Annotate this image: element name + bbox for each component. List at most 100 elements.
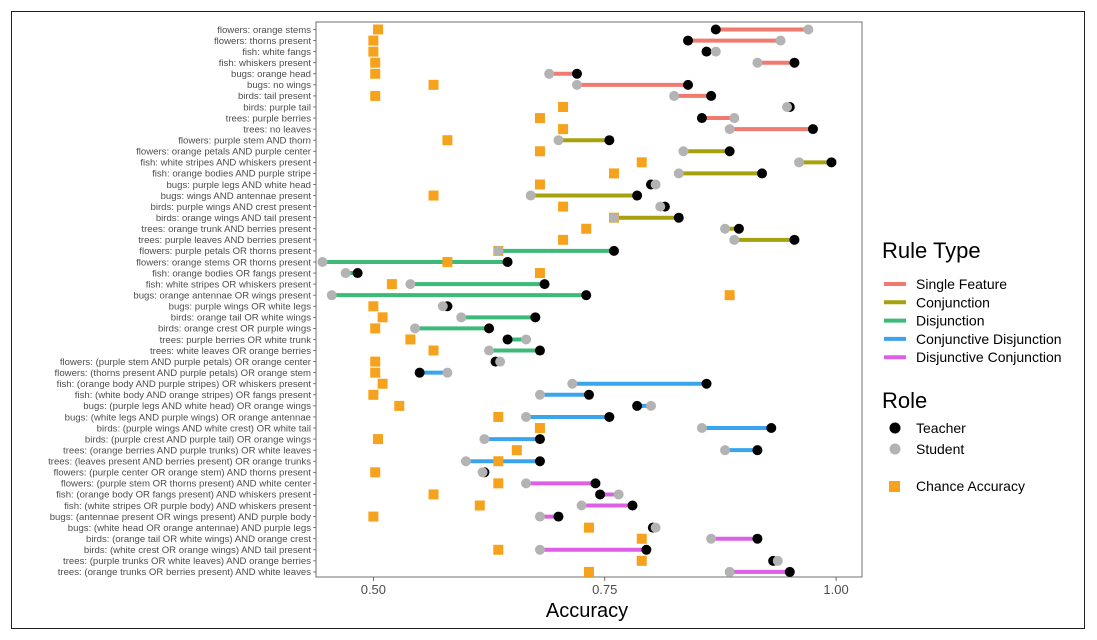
- teacher-point: [766, 423, 777, 434]
- chance-marker: [377, 378, 388, 389]
- y-tick-label: birds: (white crest OR orange wings) AND…: [84, 545, 311, 556]
- student-point: [724, 566, 735, 577]
- chance-marker: [534, 113, 545, 124]
- teacher-point: [502, 256, 513, 267]
- chance-marker: [608, 168, 619, 179]
- y-tick-label: flowers: orange stems OR thorns present: [136, 257, 311, 268]
- chance-marker: [493, 544, 504, 555]
- teacher-point: [627, 500, 638, 511]
- student-point: [460, 456, 471, 467]
- teacher-point: [752, 445, 763, 456]
- student-point: [646, 400, 657, 411]
- chance-marker: [428, 489, 439, 500]
- student-point: [608, 212, 619, 223]
- y-tick-label: fish: whiskers present: [219, 58, 312, 69]
- student-point: [650, 522, 661, 533]
- chance-marker: [558, 201, 569, 212]
- chance-marker: [370, 356, 381, 367]
- chance-marker: [493, 456, 504, 467]
- teacher-point: [530, 312, 541, 323]
- y-tick-label: birds: (orange tail OR white wings) AND …: [86, 534, 311, 545]
- teacher-point: [604, 411, 615, 422]
- student-point: [752, 57, 763, 68]
- teacher-point: [673, 212, 684, 223]
- y-tick-label: flowers: (purple center OR orange stem) …: [53, 468, 311, 479]
- y-tick-label: trees: (leaves present AND berries prese…: [48, 457, 311, 468]
- x-tick-label: 0.50: [361, 582, 386, 597]
- chance-marker: [370, 57, 381, 68]
- student-point: [706, 533, 717, 544]
- chance-marker: [636, 555, 647, 566]
- chance-marker: [511, 445, 522, 456]
- y-tick-label: bugs: wings AND antennae present: [161, 191, 312, 202]
- chance-marker: [534, 423, 545, 434]
- student-point: [493, 245, 504, 256]
- student-point: [576, 500, 587, 511]
- y-tick-label: flowers: thorns present: [214, 36, 311, 47]
- y-tick-label: fish: white stripes OR whiskers present: [146, 279, 312, 290]
- chance-marker: [534, 146, 545, 157]
- y-tick-label: bugs: (white legs AND purple wings) OR o…: [65, 412, 311, 423]
- teacher-point: [696, 113, 707, 124]
- chance-marker: [370, 68, 381, 79]
- y-tick-label: bugs: (antennae present OR wings present…: [50, 512, 312, 523]
- teacher-point: [414, 367, 425, 378]
- chance-marker: [558, 101, 569, 112]
- student-point: [442, 367, 453, 378]
- y-tick-label: birds: orange wings AND tail present: [156, 213, 312, 224]
- teacher-point: [539, 279, 550, 290]
- legend-title-rule-type: Rule Type: [882, 238, 981, 263]
- teacher-point: [724, 146, 735, 157]
- student-point: [340, 268, 351, 279]
- legend-label-rule-type: Conjunctive Disjunction: [916, 331, 1062, 347]
- chance-marker: [428, 345, 439, 356]
- y-tick-label: fish: white fangs: [242, 47, 311, 58]
- y-tick-label: fish: orange bodies OR fangs present: [152, 268, 311, 279]
- chance-marker: [373, 24, 384, 35]
- legend-key-point: [889, 422, 901, 434]
- y-tick-label: fish: (white stripes OR purple body) AND…: [64, 501, 311, 512]
- student-point: [673, 168, 684, 179]
- legend-label-rule-type: Disjunction: [916, 313, 984, 329]
- legend-title-role: Role: [882, 388, 927, 413]
- student-point: [729, 234, 740, 245]
- y-tick-label: bugs: purple wings OR white legs: [169, 302, 312, 313]
- student-point: [521, 334, 532, 345]
- y-tick-label: birds: orange crest OR purple wings: [158, 324, 311, 335]
- chance-marker: [368, 35, 379, 46]
- chance-marker: [584, 522, 594, 533]
- student-point: [655, 201, 666, 212]
- y-tick-label: birds: purple tail: [243, 102, 311, 113]
- y-tick-label: flowers: purple stem AND thorn: [178, 136, 311, 147]
- student-point: [720, 223, 731, 234]
- teacher-point: [534, 456, 545, 467]
- chance-marker: [368, 511, 379, 522]
- chance-marker: [442, 256, 453, 267]
- chance-marker: [493, 411, 504, 422]
- teacher-point: [632, 400, 643, 411]
- student-point: [405, 279, 416, 290]
- student-point: [650, 179, 661, 190]
- teacher-point: [784, 566, 795, 577]
- x-axis-title: Accuracy: [546, 600, 628, 622]
- y-tick-label: trees: purple berries OR white trunk: [160, 335, 312, 346]
- student-point: [724, 124, 735, 135]
- teacher-point: [706, 90, 717, 101]
- student-point: [794, 157, 805, 168]
- student-point: [521, 478, 532, 489]
- student-point: [720, 445, 731, 456]
- student-point: [613, 489, 624, 500]
- chance-marker: [558, 124, 569, 135]
- teacher-point: [641, 544, 652, 555]
- chance-marker: [368, 46, 379, 57]
- y-tick-label: birds: purple wings AND crest present: [151, 202, 312, 213]
- teacher-point: [757, 168, 768, 179]
- teacher-point: [701, 46, 712, 57]
- student-point: [437, 301, 448, 312]
- legend-label-role: Teacher: [916, 420, 966, 436]
- y-tick-label: flowers: orange stems: [217, 25, 311, 36]
- student-point: [495, 356, 506, 367]
- teacher-point: [752, 533, 763, 544]
- student-point: [534, 544, 545, 555]
- student-point: [410, 323, 421, 334]
